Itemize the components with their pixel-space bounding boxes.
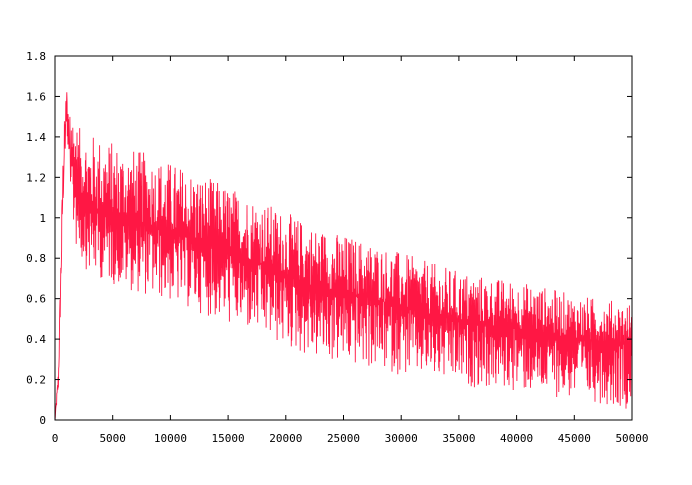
x-tick-label: 30000 <box>385 432 418 445</box>
axis-ticks <box>54 55 633 421</box>
x-tick-label: 15000 <box>212 432 245 445</box>
x-tick-label: 35000 <box>442 432 475 445</box>
x-tick-label: 25000 <box>327 432 360 445</box>
x-tick-label: 5000 <box>99 432 126 445</box>
x-tick-label: 0 <box>52 432 59 445</box>
y-tick-label: 1.6 <box>26 90 46 103</box>
y-tick-label: 0.4 <box>26 333 46 346</box>
y-tick-label: 0.6 <box>26 293 46 306</box>
x-axis-tick-labels: 0 5000 10000 15000 20000 25000 30000 35000 40000… <box>52 432 649 445</box>
y-axis-tick-labels: 0 0.2 0.4 0.6 0.8 1 1.2 1.4 1.6 1.8 <box>26 50 46 427</box>
x-tick-label: 20000 <box>269 432 302 445</box>
x-tick-label: 50000 <box>615 432 648 445</box>
x-tick-label: 40000 <box>500 432 533 445</box>
x-tick-label: 45000 <box>558 432 591 445</box>
y-tick-label: 0 <box>39 414 46 427</box>
x-tick-label: 10000 <box>154 432 187 445</box>
y-tick-label: 0.8 <box>26 252 46 265</box>
y-tick-label: 1 <box>39 212 46 225</box>
y-tick-label: 1.2 <box>26 171 46 184</box>
y-tick-label: 1.8 <box>26 50 46 63</box>
y-tick-label: 0.2 <box>26 374 46 387</box>
series-line <box>54 92 633 421</box>
y-tick-label: 1.4 <box>26 131 46 144</box>
